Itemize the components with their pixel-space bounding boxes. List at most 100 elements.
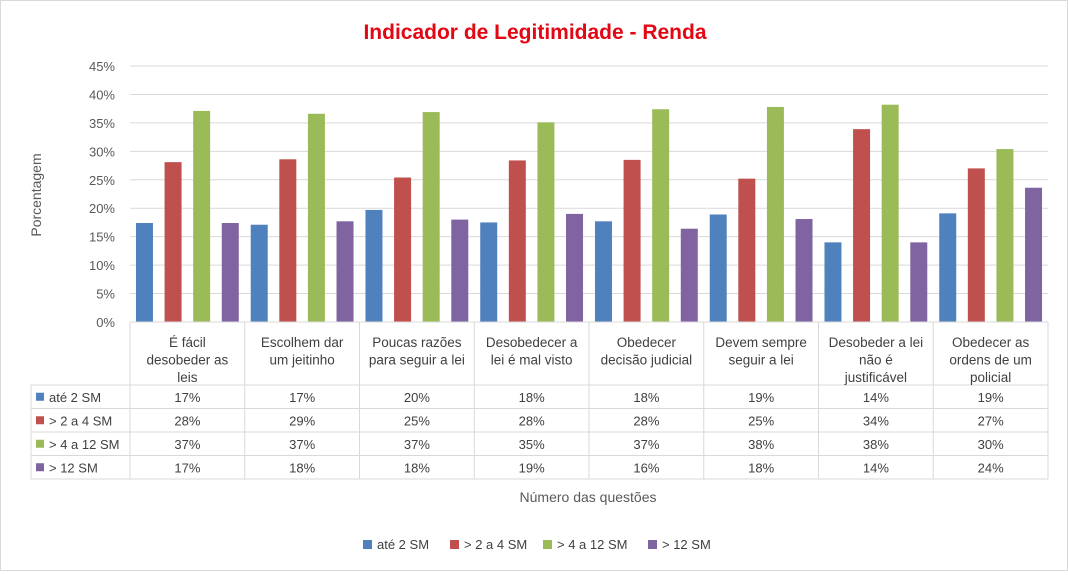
legend-key xyxy=(450,540,459,549)
table-cell: 28% xyxy=(519,413,545,428)
y-tick-label: 45% xyxy=(89,59,115,74)
legend-key xyxy=(543,540,552,549)
bar xyxy=(537,122,555,322)
bar xyxy=(221,223,239,322)
table-cell: 38% xyxy=(863,437,889,452)
table-cell: 17% xyxy=(289,390,315,405)
table-cell: 37% xyxy=(174,437,200,452)
table-cell: 27% xyxy=(978,413,1004,428)
bar xyxy=(279,159,297,322)
table-cell: 37% xyxy=(633,437,659,452)
category-label: Escolhem dar um jeitinho xyxy=(261,335,344,368)
bar xyxy=(480,222,498,322)
x-axis-label: Número das questões xyxy=(520,489,657,505)
table-cell: 18% xyxy=(404,460,430,475)
y-tick-label: 10% xyxy=(89,258,115,273)
table-cell: 37% xyxy=(289,437,315,452)
y-tick-label: 0% xyxy=(96,315,115,330)
legend-key xyxy=(363,540,372,549)
bar xyxy=(307,113,325,322)
table-legend-key xyxy=(36,463,44,472)
bar xyxy=(336,221,354,322)
table-cell: 17% xyxy=(174,460,200,475)
y-axis-ticks: 0% 5% 10% 15% 20% 25% 30% 35% 40% 45% xyxy=(89,59,115,330)
category-label: Obedecer as ordens de um policial xyxy=(949,335,1032,385)
table-cell: 17% xyxy=(174,390,200,405)
table-cell: 18% xyxy=(748,460,774,475)
bar xyxy=(824,242,842,322)
bar xyxy=(680,228,698,322)
bar xyxy=(881,104,899,322)
table-cell: 19% xyxy=(748,390,774,405)
bar xyxy=(853,129,871,322)
legend: até 2 SM > 2 a 4 SM > 4 a 12 SM > 12 SM xyxy=(363,537,711,552)
table-legend-key xyxy=(36,392,44,401)
y-tick-label: 25% xyxy=(89,173,115,188)
bar xyxy=(996,149,1014,322)
category-label: Obedecer decisão judicial xyxy=(601,335,693,368)
legend-label: > 12 SM xyxy=(662,537,711,552)
category-label: Poucas razões para seguir a lei xyxy=(369,335,465,368)
table-series-label: até 2 SM xyxy=(49,390,101,405)
legend-label: > 2 a 4 SM xyxy=(464,537,527,552)
y-tick-label: 5% xyxy=(96,287,115,302)
legend-label: > 4 a 12 SM xyxy=(557,537,627,552)
table-cell: 14% xyxy=(863,460,889,475)
bars xyxy=(135,104,1043,323)
bar xyxy=(365,209,383,322)
table-cell: 28% xyxy=(633,413,659,428)
table-cell: 24% xyxy=(978,460,1004,475)
bar xyxy=(967,168,985,322)
bar xyxy=(451,219,469,322)
table-cell: 20% xyxy=(404,390,430,405)
bar xyxy=(1025,187,1043,322)
bar xyxy=(250,224,268,322)
bar xyxy=(939,213,957,322)
table-cell: 34% xyxy=(863,413,889,428)
legend-label: até 2 SM xyxy=(377,537,429,552)
bar xyxy=(164,162,182,322)
y-tick-label: 20% xyxy=(89,201,115,216)
table-cell: 14% xyxy=(863,390,889,405)
table-cell: 25% xyxy=(404,413,430,428)
table-series-label: > 4 a 12 SM xyxy=(49,437,119,452)
bar xyxy=(910,242,928,322)
bar xyxy=(394,177,412,322)
bar xyxy=(135,223,153,322)
y-tick-label: 35% xyxy=(89,116,115,131)
bar xyxy=(795,219,813,322)
table-cell: 18% xyxy=(633,390,659,405)
bar xyxy=(422,112,440,322)
legend-key xyxy=(648,540,657,549)
bar xyxy=(594,221,612,322)
y-tick-label: 40% xyxy=(89,87,115,102)
category-label: Desobedecer a lei é mal visto xyxy=(486,335,578,368)
table-series-label: > 2 a 4 SM xyxy=(49,413,112,428)
bar xyxy=(738,178,756,322)
bar xyxy=(652,109,670,322)
table-series-label: > 12 SM xyxy=(49,460,98,475)
table-cell: 18% xyxy=(519,390,545,405)
table-cell: 25% xyxy=(748,413,774,428)
bar xyxy=(566,213,584,322)
table-cell: 29% xyxy=(289,413,315,428)
y-axis-label: Porcentagem xyxy=(28,153,44,236)
table-cell: 18% xyxy=(289,460,315,475)
y-tick-label: 15% xyxy=(89,230,115,245)
table-cell: 38% xyxy=(748,437,774,452)
bar xyxy=(193,110,211,322)
table-legend-key xyxy=(36,416,44,425)
table-cell: 28% xyxy=(174,413,200,428)
data-table: É fácil desobeder as leis Escolhem dar um je… xyxy=(30,321,1049,480)
bar xyxy=(766,106,784,323)
table-cell: 37% xyxy=(404,437,430,452)
table-cell: 16% xyxy=(633,460,659,475)
y-tick-label: 30% xyxy=(89,144,115,159)
bar xyxy=(709,214,727,322)
table-cell: 35% xyxy=(519,437,545,452)
category-label: Desobeder a lei não é justificável xyxy=(829,335,924,385)
table-cell: 30% xyxy=(978,437,1004,452)
category-label: Devem sempre seguir a lei xyxy=(715,335,807,368)
